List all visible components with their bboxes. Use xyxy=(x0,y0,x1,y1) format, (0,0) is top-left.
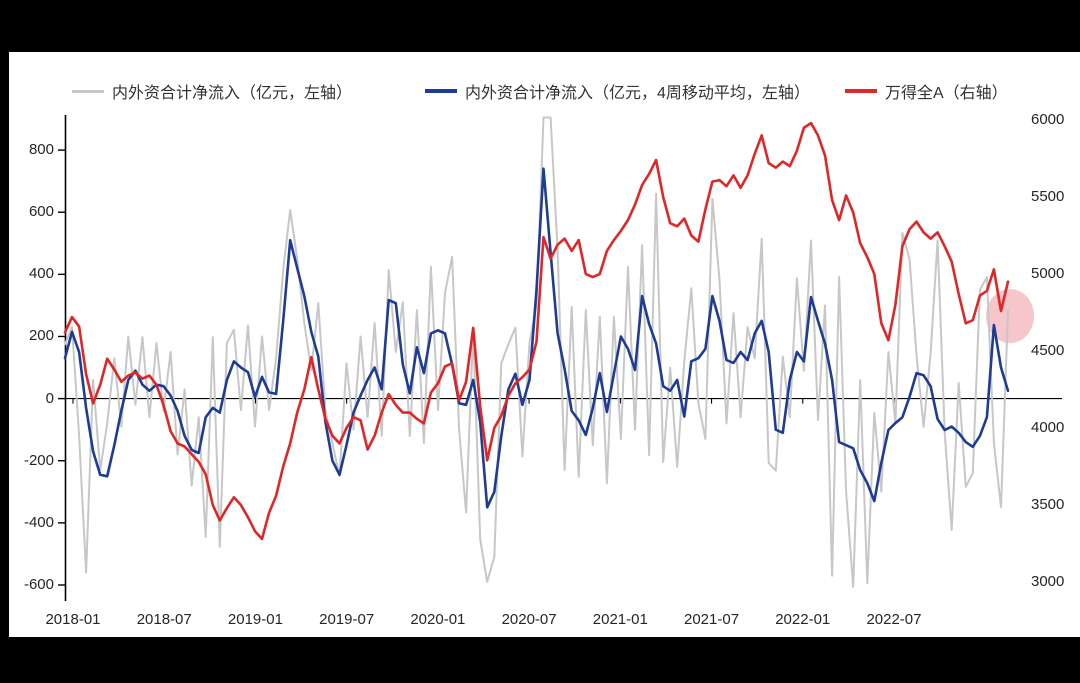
right-axis-tick-label: 3500 xyxy=(1031,496,1065,513)
x-axis-tick-label: 2020-07 xyxy=(501,611,557,628)
x-axis-tick-label: 2020-01 xyxy=(410,611,466,628)
x-axis-tick-label: 2018-01 xyxy=(45,611,101,628)
right-axis-tick-label: 4000 xyxy=(1031,419,1065,436)
right-axis-tick-label: 3000 xyxy=(1031,573,1065,590)
series-line-weekly-inflow xyxy=(64,116,1009,588)
left-axis-tick-label: 200 xyxy=(28,327,54,345)
x-axis-tick-label: 2021-07 xyxy=(684,611,740,628)
right-axis-tick-label: 4500 xyxy=(1031,342,1065,359)
x-axis-tick-label: 2021-01 xyxy=(592,611,648,628)
legend-label: 内外资合计净流入（亿元，左轴） xyxy=(112,85,353,102)
legend-item-net-inflow-ma: 内外资合计净流入（亿元，4周移动平均，左轴） xyxy=(425,81,810,102)
right-axis-tick-label: 5500 xyxy=(1031,188,1065,205)
x-axis-tick-label: 2018-07 xyxy=(136,611,192,628)
legend-label: 内外资合计净流入（亿元，4周移动平均，左轴） xyxy=(465,85,810,102)
x-axis-tick-label: 2022-07 xyxy=(866,611,922,628)
series-line-wind-all-a xyxy=(63,121,1010,541)
left-axis-tick-label: -600 xyxy=(23,575,54,593)
x-axis-tick-label: 2019-01 xyxy=(227,611,283,628)
legend-item-net-inflow: 内外资合计净流入（亿元，左轴） xyxy=(72,81,353,102)
x-axis-tick-label: 2022-01 xyxy=(775,611,831,628)
left-axis-tick-label: -200 xyxy=(23,451,54,469)
highlight-circle xyxy=(986,289,1034,343)
x-axis-tick-label: 2019-07 xyxy=(319,611,375,628)
left-axis-tick-label: 600 xyxy=(28,203,54,221)
left-axis-tick-label: 0 xyxy=(45,389,54,407)
series-line-inflow-4w-ma xyxy=(63,167,1010,509)
chart-panel xyxy=(9,52,1080,637)
right-axis-tick-label: 5000 xyxy=(1031,265,1065,282)
legend-label: 万得全A（右轴） xyxy=(885,85,1008,102)
right-axis-tick-label: 6000 xyxy=(1031,111,1065,128)
gray-line-swatch xyxy=(72,89,104,93)
blue-line-swatch xyxy=(425,89,457,93)
red-line-swatch xyxy=(845,89,877,93)
left-axis-tick-label: -400 xyxy=(23,513,54,531)
left-axis-tick-label: 800 xyxy=(28,141,54,159)
left-axis-tick-label: 400 xyxy=(28,265,54,283)
chart-legend: 内外资合计净流入（亿元，左轴） 内外资合计净流入（亿元，4周移动平均，左轴） 万… xyxy=(0,81,1080,102)
legend-item-wind-all-a: 万得全A（右轴） xyxy=(845,81,1008,102)
